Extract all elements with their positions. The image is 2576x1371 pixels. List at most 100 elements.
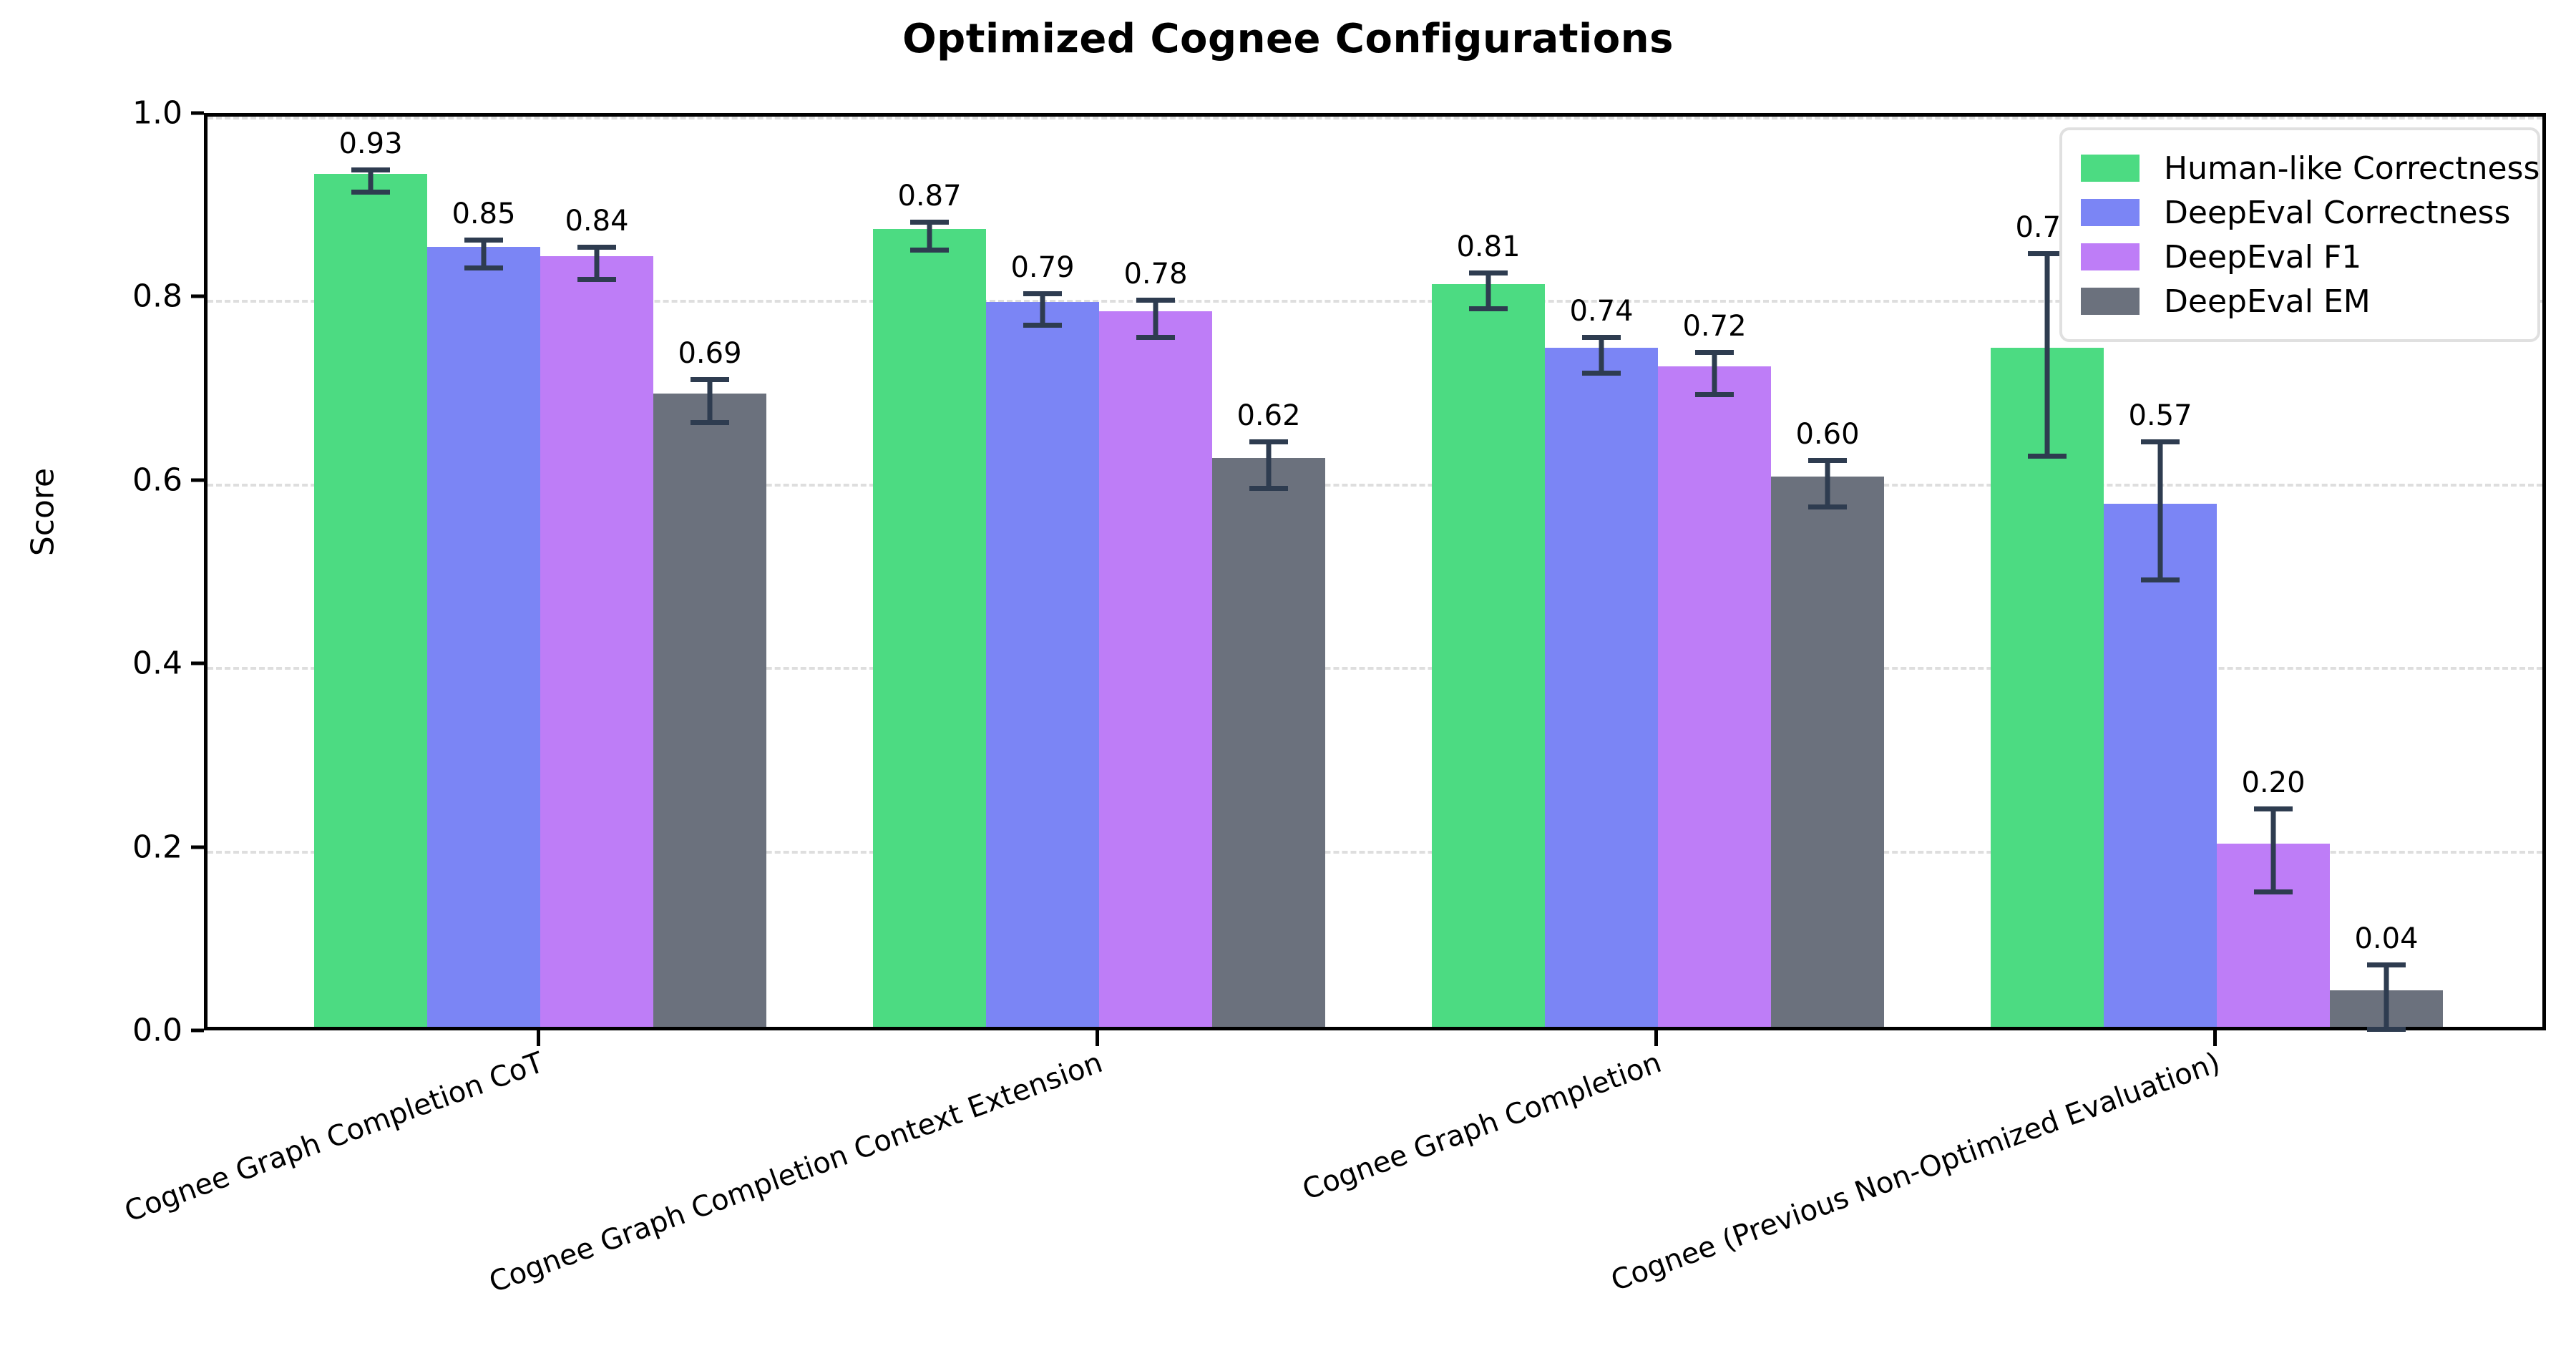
y-axis-tick-mark	[191, 478, 204, 482]
error-bar-cap-upper	[910, 219, 949, 225]
bar-value-label: 0.72	[1682, 309, 1747, 343]
legend-item[interactable]: DeepEval F1	[2081, 235, 2520, 279]
error-bar-cap-lower	[2141, 577, 2180, 583]
bar[interactable]	[427, 247, 540, 1027]
legend-item[interactable]: DeepEval EM	[2081, 279, 2520, 323]
bar-value-label: 0.79	[1010, 250, 1075, 284]
x-axis-tick-mark	[1096, 1030, 1099, 1046]
legend-item[interactable]: DeepEval Correctness	[2081, 190, 2520, 235]
bar-value-label: 0.87	[897, 179, 962, 213]
error-bar-cap-upper	[2028, 251, 2067, 257]
error-bar-cap-upper	[2141, 439, 2180, 445]
bar-value-label: 0.69	[678, 337, 742, 371]
y-axis-tick-mark	[191, 845, 204, 849]
x-axis-tick-mark	[537, 1030, 540, 1046]
gridline	[208, 667, 2542, 670]
error-bar-cap-lower	[1249, 486, 1288, 492]
y-axis-tick-label: 0.4	[132, 645, 182, 682]
bar[interactable]	[873, 228, 986, 1027]
error-bar-line	[927, 219, 932, 253]
error-bar-cap-upper	[1808, 457, 1847, 463]
error-bar-cap-lower	[1136, 334, 1175, 340]
gridline	[208, 117, 2542, 119]
error-bar-line	[2384, 962, 2389, 1033]
error-bar-cap-upper	[1469, 270, 1508, 276]
error-bar-cap-lower	[1808, 504, 1847, 509]
bar-value-label: 0.57	[2128, 399, 2192, 433]
gridline	[208, 483, 2542, 487]
error-bar-line	[1599, 335, 1604, 376]
error-bar-line	[1153, 297, 1158, 340]
chart-figure: Optimized Cognee Configurations Score 0.…	[24, 16, 2546, 1299]
bar[interactable]	[540, 256, 653, 1027]
error-bar-line	[1712, 349, 1717, 398]
bar-value-label: 0.93	[338, 127, 403, 160]
gridline	[208, 850, 2542, 854]
bar-value-label: 0.85	[452, 197, 516, 231]
bar[interactable]	[1658, 366, 1771, 1027]
bar[interactable]	[986, 302, 1099, 1027]
error-bar-cap-upper	[1249, 439, 1288, 445]
error-bar-line	[1040, 291, 1045, 328]
bar[interactable]	[314, 173, 427, 1027]
legend-swatch-icon	[2081, 243, 2140, 270]
error-bar-cap-upper	[2367, 962, 2406, 967]
bar-value-label: 0.20	[2241, 766, 2306, 800]
y-axis-tick-mark	[191, 294, 204, 298]
legend-swatch-icon	[2081, 288, 2140, 315]
error-bar-line	[481, 238, 487, 271]
plot-area: 0.93 0.87 0.81 0.74 0.85 0.79 0.74 0.57 0.84 0.78…	[204, 113, 2546, 1033]
legend-item-label: Human-like Correctness	[2164, 150, 2540, 187]
error-bar-line	[707, 377, 713, 425]
bar-value-label: 0.60	[1795, 417, 1860, 451]
bar[interactable]	[1771, 476, 1884, 1027]
x-axis-tick-mark	[1654, 1030, 1658, 1046]
plot-inner: 0.93 0.87 0.81 0.74 0.85 0.79 0.74 0.57 0.84 0.78…	[208, 117, 2542, 1033]
bar-value-label: 0.74	[1569, 295, 1634, 328]
chart-legend[interactable]: Human-like Correctness DeepEval Correctne…	[2059, 127, 2540, 342]
error-bar-cap-lower	[1582, 370, 1621, 376]
bar[interactable]	[1432, 283, 1545, 1027]
bar[interactable]	[1099, 311, 1212, 1027]
y-axis-tick-label: 0.2	[132, 829, 182, 866]
error-bar-cap-upper	[691, 377, 729, 383]
y-axis-tick-mark	[191, 111, 204, 115]
error-bar-cap-lower	[1469, 306, 1508, 311]
y-axis-tick-label: 1.0	[132, 94, 182, 132]
bar[interactable]	[1212, 458, 1325, 1027]
y-axis-tick-label: 0.0	[132, 1012, 182, 1049]
error-bar-cap-upper	[1582, 335, 1621, 341]
bar-value-label: 0.78	[1123, 257, 1188, 291]
legend-item[interactable]: Human-like Correctness	[2081, 146, 2540, 190]
error-bar-cap-upper	[464, 238, 503, 243]
error-bar-cap-lower	[1695, 392, 1734, 398]
error-bar-line	[2044, 251, 2050, 459]
y-axis-tick-mark	[191, 661, 204, 665]
error-bar-cap-upper	[1136, 297, 1175, 303]
error-bar-cap-lower	[2367, 1027, 2406, 1033]
gridline	[208, 300, 2542, 303]
y-axis-tick-label: 0.6	[132, 462, 182, 499]
error-bar-line	[594, 245, 600, 282]
page-title: Optimized Cognee Configurations	[902, 16, 1674, 62]
error-bar-line	[2157, 439, 2163, 583]
bar[interactable]	[2104, 504, 2217, 1027]
legend-item-label: DeepEval Correctness	[2164, 194, 2511, 231]
error-bar-cap-upper	[1023, 291, 1062, 296]
bar-value-label: 0.84	[565, 205, 629, 238]
error-bar-cap-upper	[351, 167, 390, 172]
bar[interactable]	[1991, 348, 2104, 1027]
error-bar-cap-lower	[351, 189, 390, 195]
y-axis-tick-label: 0.8	[132, 278, 182, 315]
error-bar-cap-lower	[2028, 454, 2067, 459]
error-bar-cap-lower	[464, 265, 503, 271]
error-bar-line	[368, 167, 374, 195]
x-axis-tick-mark	[2213, 1030, 2217, 1046]
error-bar-cap-upper	[1695, 349, 1734, 355]
error-bar-cap-lower	[910, 247, 949, 253]
bar[interactable]	[1545, 348, 1658, 1027]
error-bar-cap-lower	[691, 419, 729, 425]
bar-value-label: 0.81	[1456, 230, 1521, 264]
bar[interactable]	[653, 394, 766, 1027]
legend-item-label: DeepEval EM	[2164, 283, 2371, 320]
